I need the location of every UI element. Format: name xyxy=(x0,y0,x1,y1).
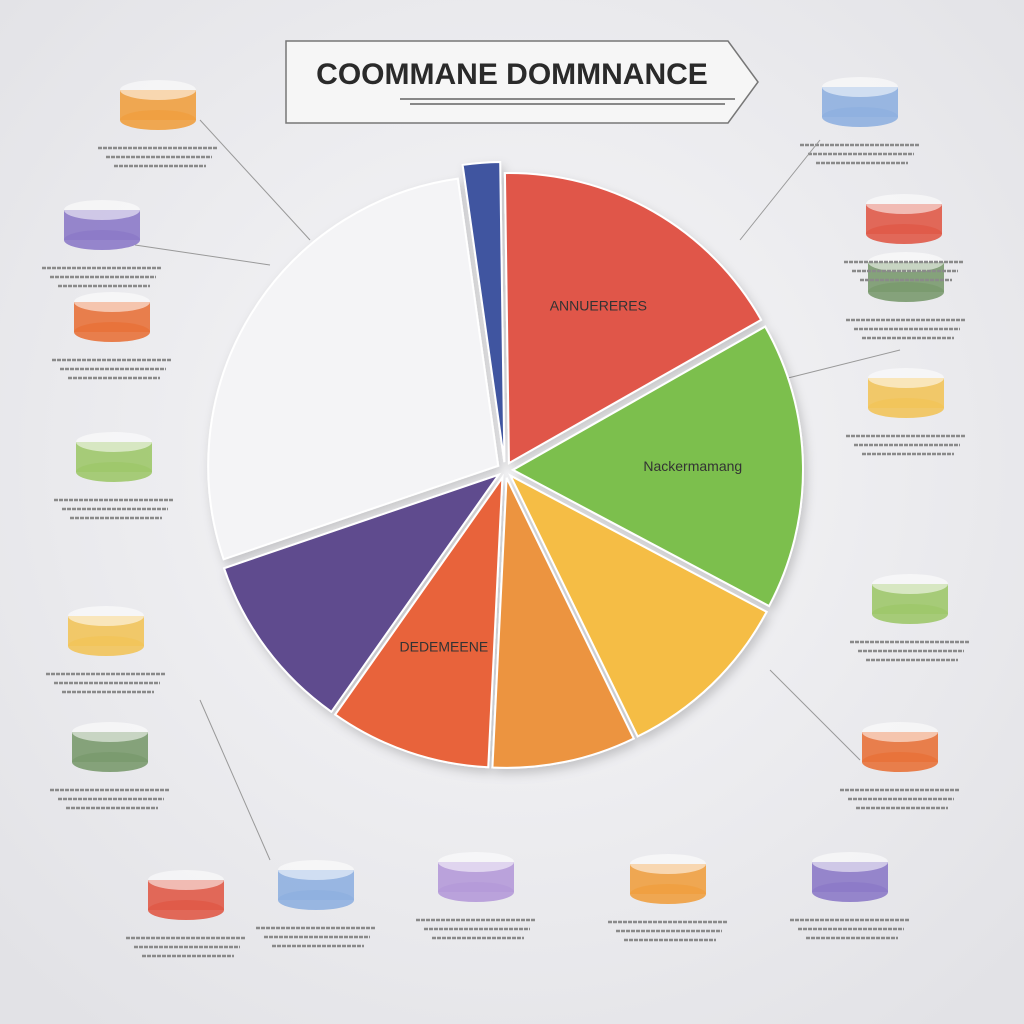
icon-top xyxy=(868,368,944,388)
connector xyxy=(199,699,271,861)
icon-top xyxy=(812,852,888,872)
icon-top xyxy=(822,77,898,97)
icon-top xyxy=(630,854,706,874)
icon-top xyxy=(74,292,150,312)
pie-slice xyxy=(461,161,506,463)
icon-top xyxy=(866,194,942,214)
icon-top xyxy=(68,606,144,626)
icon-bottom xyxy=(630,884,706,904)
pie-slice xyxy=(510,325,804,608)
pie-slice xyxy=(333,474,504,769)
connector xyxy=(134,244,271,266)
icon-bottom xyxy=(868,398,944,418)
connector xyxy=(779,349,901,381)
pie xyxy=(207,161,804,769)
decorations xyxy=(42,77,970,958)
icon-bottom xyxy=(822,107,898,127)
pie-slice xyxy=(491,477,636,769)
connector xyxy=(199,119,311,241)
slice-label: DEDEMEENE xyxy=(400,638,489,654)
icon-bottom xyxy=(866,224,942,244)
icon-bottom xyxy=(812,882,888,902)
icon-bottom xyxy=(64,230,140,250)
icon-bottom xyxy=(438,882,514,902)
connector xyxy=(769,669,861,761)
icon-top xyxy=(862,722,938,742)
icon-top xyxy=(278,860,354,880)
chart-title: COOMMANE DOMMNANCE xyxy=(316,58,708,91)
pie-slice xyxy=(508,473,768,738)
icon-top xyxy=(148,870,224,890)
icon-bottom xyxy=(68,636,144,656)
slice-label: ANNUERERES xyxy=(550,298,647,314)
pie-slice xyxy=(207,177,500,561)
icon-top xyxy=(872,574,948,594)
icon-bottom xyxy=(76,462,152,482)
icon-bottom xyxy=(74,322,150,342)
icon-bottom xyxy=(868,282,944,302)
icon-top xyxy=(120,80,196,100)
icon-top xyxy=(76,432,152,452)
pie-slice xyxy=(503,172,763,465)
icon-bottom xyxy=(148,900,224,920)
slice-label: Nackermamang xyxy=(643,458,742,474)
icon-bottom xyxy=(872,604,948,624)
icon-bottom xyxy=(862,752,938,772)
pie-slice xyxy=(222,472,502,714)
icon-top xyxy=(64,200,140,220)
icon-top xyxy=(438,852,514,872)
icon-top xyxy=(72,722,148,742)
connector xyxy=(739,139,821,241)
subtitle-lines xyxy=(400,98,735,105)
icon-bottom xyxy=(72,752,148,772)
icon-bottom xyxy=(278,890,354,910)
icon-bottom xyxy=(120,110,196,130)
title-banner xyxy=(285,40,759,124)
